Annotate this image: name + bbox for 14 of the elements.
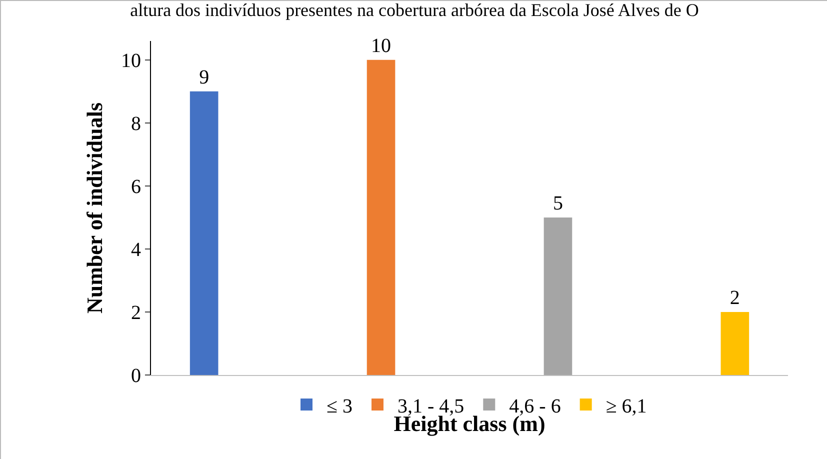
chart-title: altura dos indivíduos presentes na cobertura arbórea da Escola José Alves de O bbox=[130, 0, 699, 20]
data-label: 2 bbox=[730, 286, 740, 309]
y-tick-label: 8 bbox=[131, 112, 141, 135]
y-tick-label: 0 bbox=[131, 365, 141, 387]
y-tick-label: 2 bbox=[131, 302, 141, 324]
legend-label: ≤ 3 bbox=[326, 395, 352, 418]
y-axis-title: Number of individuals bbox=[82, 102, 107, 314]
legend-label: ≥ 6,1 bbox=[606, 395, 647, 418]
data-label: 5 bbox=[552, 192, 563, 214]
y-tick-label: 4 bbox=[131, 238, 141, 261]
y-tick-label: 10 bbox=[121, 50, 141, 72]
data-label: 9 bbox=[199, 66, 210, 88]
data-label: 10 bbox=[371, 34, 392, 57]
y-tick-label: 6 bbox=[131, 176, 141, 198]
